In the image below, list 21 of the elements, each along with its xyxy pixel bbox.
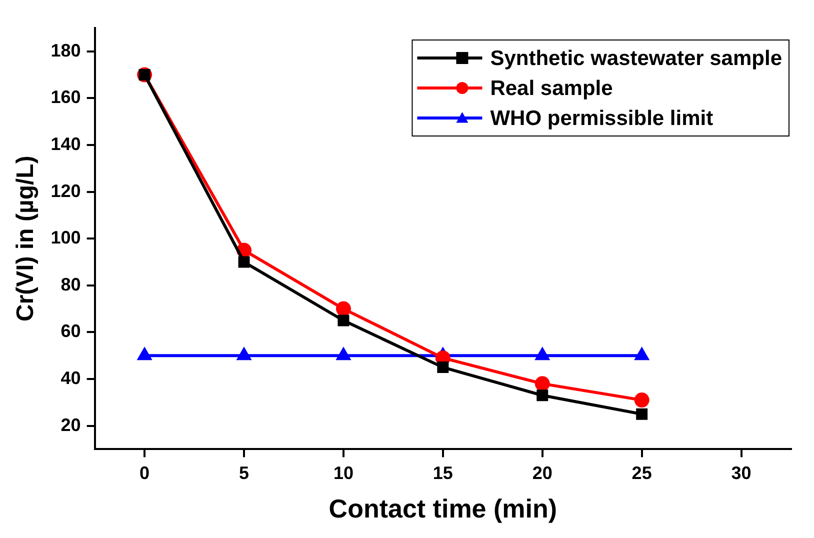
y-tick-label: 180 xyxy=(50,40,81,60)
x-axis-title: Contact time (min) xyxy=(328,494,558,524)
x-tick-label: 30 xyxy=(731,462,752,483)
x-tick-label: 10 xyxy=(333,462,354,483)
y-tick-label: 60 xyxy=(60,321,81,342)
y-tick-label: 160 xyxy=(50,87,81,108)
x-tick-label: 5 xyxy=(239,462,250,483)
y-tick-label: 20 xyxy=(60,414,81,435)
x-tick-label: 20 xyxy=(532,462,552,483)
y-tick-label: 40 xyxy=(60,368,81,388)
legend-label: Real sample xyxy=(490,76,613,100)
legend-label: Synthetic wastewater sample xyxy=(490,46,782,70)
y-tick-label: 80 xyxy=(60,274,81,294)
y-tick-label: 100 xyxy=(50,228,81,248)
x-tick-label: 15 xyxy=(432,462,453,483)
x-tick-label: 25 xyxy=(632,462,652,483)
y-axis-title: Cr(VI) in (µg/L) xyxy=(12,156,40,322)
x-tick-label: 0 xyxy=(140,462,150,483)
y-tick-label: 140 xyxy=(50,134,81,154)
legend-label: WHO permissible limit xyxy=(490,106,714,130)
y-tick-label: 120 xyxy=(50,180,81,201)
